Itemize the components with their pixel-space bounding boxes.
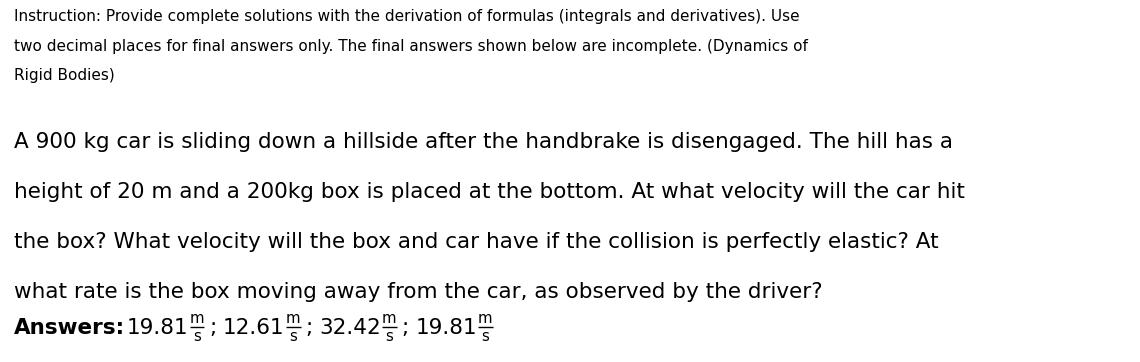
Text: m: m [190,311,204,327]
Text: ;: ; [209,319,217,338]
Text: A 900 kg car is sliding down a hillside after the handbrake is disengaged. The h: A 900 kg car is sliding down a hillside … [14,132,953,152]
Text: s: s [193,329,201,344]
Text: two decimal places for final answers only. The final answers shown below are inc: two decimal places for final answers onl… [14,39,807,54]
Text: 12.61: 12.61 [223,319,285,338]
Text: s: s [481,329,489,344]
Text: the box? What velocity will the box and car have if the collision is perfectly e: the box? What velocity will the box and … [14,232,938,252]
Text: m: m [478,311,492,327]
Text: s: s [385,329,393,344]
Text: 19.81: 19.81 [127,319,189,338]
Text: m: m [382,311,397,327]
Text: m: m [286,311,301,327]
Text: Instruction: Provide complete solutions with the derivation of formulas (integra: Instruction: Provide complete solutions … [14,9,799,24]
Text: ;: ; [401,319,408,338]
Text: ;: ; [306,319,312,338]
Text: s: s [290,329,298,344]
Text: 19.81: 19.81 [415,319,477,338]
Text: 32.42: 32.42 [319,319,381,338]
Text: Answers:: Answers: [14,319,124,338]
Text: Rigid Bodies): Rigid Bodies) [14,68,114,83]
Text: what rate is the box moving away from the car, as observed by the driver?: what rate is the box moving away from th… [14,282,822,302]
Text: height of 20 m and a 200kg box is placed at the bottom. At what velocity will th: height of 20 m and a 200kg box is placed… [14,182,964,202]
